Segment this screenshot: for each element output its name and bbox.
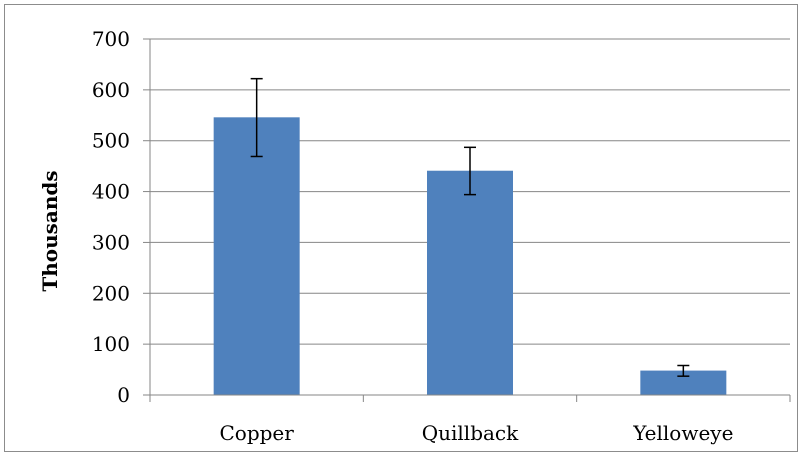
x-tick-label: Quillback xyxy=(422,421,519,445)
y-tick-label: 300 xyxy=(92,230,130,254)
x-tick-labels: Copper Quillback Yelloweye xyxy=(219,421,733,445)
axes xyxy=(143,38,791,402)
bar-copper xyxy=(213,117,300,395)
y-tick-label: 100 xyxy=(92,332,130,356)
y-tick-label: 200 xyxy=(92,281,130,305)
y-tick-labels: 0 100 200 300 400 500 600 700 xyxy=(92,27,130,407)
y-tick-label: 0 xyxy=(117,383,130,407)
bar-quillback xyxy=(427,170,513,395)
y-axis-label: Thousands xyxy=(38,170,62,291)
bars xyxy=(213,117,727,395)
x-tick-label: Yelloweye xyxy=(632,421,733,445)
y-tick-label: 400 xyxy=(92,180,130,204)
y-tick-label: 500 xyxy=(92,129,130,153)
y-tick-label: 600 xyxy=(92,78,130,102)
x-tick-label: Copper xyxy=(219,421,294,445)
y-tick-label: 700 xyxy=(92,27,130,51)
error-bars xyxy=(250,77,690,377)
